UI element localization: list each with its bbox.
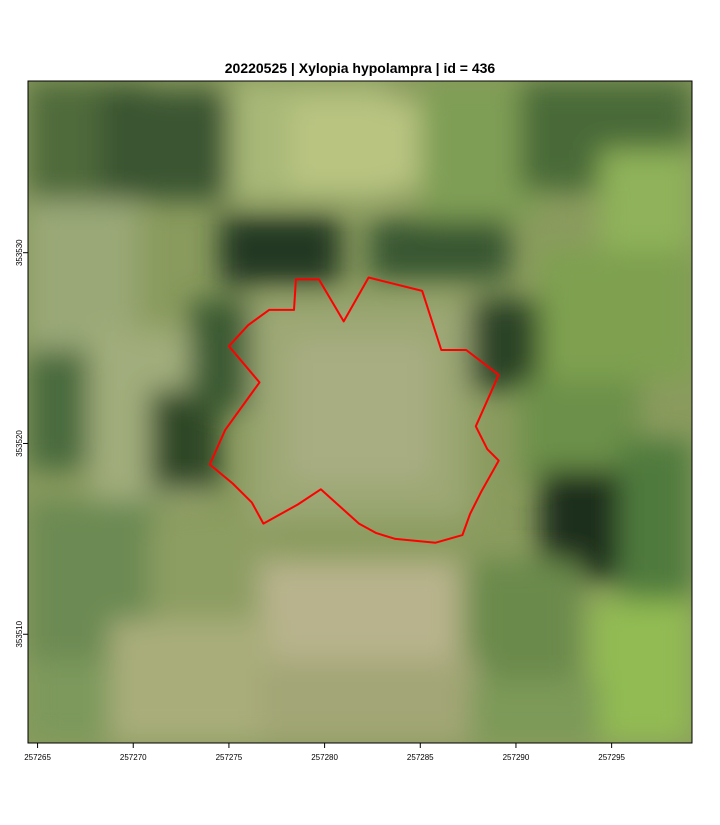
x-tick-label: 257270 <box>120 753 147 762</box>
patch <box>470 300 540 390</box>
x-tick-label: 257295 <box>598 753 625 762</box>
x-tick-label: 257290 <box>503 753 530 762</box>
aerial-imagery <box>28 81 692 743</box>
patch <box>590 600 692 743</box>
y-tick-label: 353510 <box>15 620 24 647</box>
patch <box>190 300 250 410</box>
y-tick-label: 353520 <box>15 430 24 457</box>
patch <box>370 220 510 280</box>
patch <box>28 200 138 350</box>
x-tick-label: 257265 <box>24 753 51 762</box>
patch <box>290 100 430 190</box>
patch <box>620 440 692 600</box>
patch <box>290 340 430 480</box>
patch <box>110 620 270 743</box>
patch <box>28 350 88 470</box>
y-axis: 353510 353520 353530 <box>15 239 28 648</box>
patch <box>470 680 600 743</box>
y-tick-label: 353530 <box>15 239 24 266</box>
x-tick-label: 257285 <box>407 753 434 762</box>
x-axis: 257265 257270 257275 257280 257285 257290 2572… <box>24 743 626 762</box>
plot-border <box>27 80 693 744</box>
patch <box>220 215 340 285</box>
patch <box>100 90 230 200</box>
patch <box>260 660 480 743</box>
crown-outline <box>208 276 500 544</box>
x-tick-label: 257280 <box>311 753 338 762</box>
map-title: 20220525 | Xylopia hypolampra | id = 436 <box>224 60 496 76</box>
patch <box>470 560 580 680</box>
patch <box>540 250 692 380</box>
x-tick-label: 257275 <box>216 753 243 762</box>
